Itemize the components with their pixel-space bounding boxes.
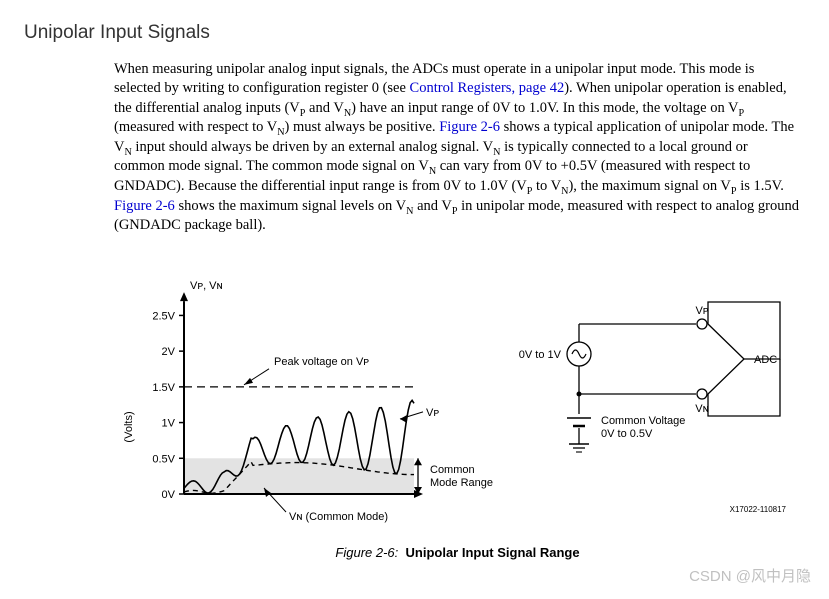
- text: shows the maximum signal levels on V: [175, 198, 406, 214]
- body-paragraph: When measuring unipolar analog input sig…: [114, 60, 801, 236]
- text: input should always be driven by an exte…: [132, 139, 493, 155]
- text: ) must always be positive.: [285, 119, 440, 135]
- text: and V: [305, 100, 343, 116]
- link-figure-2-6[interactable]: Figure 2-6: [114, 198, 175, 214]
- figure-caption: Figure 2-6: Unipolar Input Signal Range: [114, 544, 801, 562]
- text: ), the maximum signal on V: [568, 178, 730, 194]
- svg-text:X17022-110817: X17022-110817: [730, 505, 787, 514]
- svg-text:1V: 1V: [162, 417, 176, 429]
- svg-text:0.5V: 0.5V: [152, 453, 175, 465]
- link-control-registers[interactable]: Control Registers, page 42: [410, 80, 565, 96]
- text: to V: [532, 178, 561, 194]
- svg-text:Vᴘ: Vᴘ: [695, 305, 708, 317]
- svg-text:2V: 2V: [162, 346, 176, 358]
- svg-text:ADC: ADC: [754, 354, 777, 366]
- svg-text:Common Voltage: Common Voltage: [601, 415, 685, 427]
- svg-text:Vᴘ, Vɴ: Vᴘ, Vɴ: [190, 280, 223, 292]
- text: (measured with respect to V: [114, 119, 277, 135]
- svg-text:Mode Range: Mode Range: [430, 477, 493, 489]
- svg-text:0V: 0V: [162, 489, 176, 501]
- svg-text:0V to 0.5V: 0V to 0.5V: [601, 428, 653, 440]
- section-title: Unipolar Input Signals: [24, 20, 801, 46]
- figure-title: Unipolar Input Signal Range: [406, 545, 580, 560]
- sub-n: N: [124, 147, 131, 158]
- svg-text:Common: Common: [430, 464, 475, 476]
- text: and V: [413, 198, 451, 214]
- link-figure-2-6[interactable]: Figure 2-6: [439, 119, 500, 135]
- figure-label: Figure 2-6:: [335, 545, 398, 560]
- figure-2-6: 0V 0.5V 1V 1.5V 2V 2.5V Vᴘ, Vɴ (Volts) Peak volt…: [114, 254, 801, 562]
- svg-text:2.5V: 2.5V: [152, 310, 175, 322]
- svg-text:Vɴ (Common Mode): Vɴ (Common Mode): [289, 511, 388, 523]
- sub-p: P: [739, 108, 745, 119]
- figure-svg: 0V 0.5V 1V 1.5V 2V 2.5V Vᴘ, Vɴ (Volts) Peak volt…: [114, 254, 794, 534]
- text: is 1.5V.: [737, 178, 784, 194]
- text: ) have an input range of 0V to 1.0V. In …: [351, 100, 738, 116]
- sub-n: N: [277, 127, 284, 138]
- svg-text:Vᴘ: Vᴘ: [426, 407, 439, 419]
- svg-text:(Volts): (Volts): [123, 411, 135, 442]
- svg-text:0V to 1V: 0V to 1V: [519, 349, 562, 361]
- svg-text:Vɴ: Vɴ: [695, 403, 708, 415]
- svg-text:Peak voltage on Vᴘ: Peak voltage on Vᴘ: [274, 356, 369, 368]
- watermark: CSDN @风中月隐: [689, 567, 811, 587]
- svg-text:1.5V: 1.5V: [152, 382, 175, 394]
